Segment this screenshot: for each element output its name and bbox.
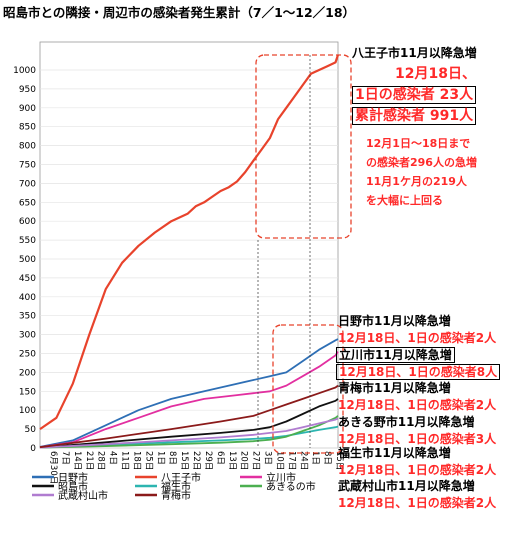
plot-frame	[39, 41, 339, 449]
x-tick-label: 4日	[108, 451, 118, 465]
legend-label: 八王子市	[161, 471, 201, 484]
legend-label: 武蔵村山市	[58, 489, 108, 502]
y-tick-label: 350	[19, 312, 36, 322]
x-tick-label: 10日	[274, 451, 284, 470]
series-line-日野市	[39, 338, 339, 448]
x-tick-label: 21日	[84, 451, 94, 470]
hachioji-date: 12月18日、	[395, 66, 476, 82]
y-tick-label: 600	[19, 217, 36, 227]
x-tick-label: 8日	[167, 451, 177, 465]
legend-label: 日野市	[58, 471, 88, 484]
musashimurayama-detail: 12月18日、1日の感染者2人	[338, 496, 497, 510]
x-tick-label: 27日	[251, 451, 261, 470]
legend-label: あきるの市	[266, 480, 316, 493]
x-tick-label: 8日	[322, 451, 332, 465]
x-tick-label: 25日	[143, 451, 153, 470]
y-tick-label: 400	[19, 293, 36, 303]
x-tick-label: 6月30日	[48, 451, 58, 484]
fussa-detail: 12月18日、1日の感染者2人	[338, 463, 497, 477]
hachioji-cumulative: 累計感染者 991人	[352, 107, 477, 125]
series-line-武蔵村山市	[39, 417, 339, 449]
series-line-昭島市	[39, 398, 339, 449]
chart-title: 昭島市との隣接・周辺市の感染者発生累計（7／1～12／18）	[3, 5, 356, 20]
y-tick-label: 800	[19, 142, 36, 152]
hachioji-note-2: の感染者296人の急増	[366, 156, 477, 169]
akiruno-detail: 12月18日、1日の感染者3人	[338, 432, 497, 446]
series-line-八王子市	[39, 54, 340, 431]
hachioji-note-4: を大幅に上回る	[366, 194, 443, 207]
y-tick-label: 450	[19, 274, 36, 284]
tachikawa-detail: 12月18日、1日の感染者8人	[336, 364, 501, 380]
series-line-青梅市	[39, 384, 339, 449]
hino-detail: 12月18日、1日の感染者2人	[338, 331, 497, 345]
x-tick-label: 3日	[263, 451, 273, 465]
ome-heading: 青梅市11月以降急増	[338, 381, 451, 395]
series-line-福生市	[39, 425, 339, 449]
x-tick-label: 1日	[155, 451, 165, 465]
legend-label: 立川市	[266, 471, 296, 484]
y-tick-label: 150	[19, 387, 36, 397]
y-tick-label: 900	[19, 104, 36, 114]
hino-heading: 日野市11月以降急増	[338, 314, 451, 328]
hachioji-note-3: 11月1ケ月の219人	[366, 175, 467, 188]
x-tick-label: 22日	[191, 451, 201, 470]
y-tick-label: 750	[19, 161, 36, 171]
hachioji-note-1: 12月1日～18日まで	[366, 137, 471, 150]
y-tick-label: 700	[19, 179, 36, 189]
y-tick-label: 200	[19, 368, 36, 378]
y-tick-label: 500	[19, 255, 36, 265]
legend-label: 青梅市	[161, 489, 191, 502]
others-highlight-box	[272, 324, 344, 454]
x-tick-label: 14日	[72, 451, 82, 470]
y-tick-label: 100	[19, 406, 36, 416]
ome-detail: 12月18日、1日の感染者2人	[338, 398, 497, 412]
y-tick-label: 50	[25, 425, 37, 435]
y-tick-label: 550	[19, 236, 36, 246]
x-tick-label: 7日	[60, 451, 70, 465]
x-tick-label: 29日	[203, 451, 213, 470]
y-tick-label: 300	[19, 331, 36, 341]
y-tick-label: 250	[19, 350, 36, 360]
y-tick-label: 950	[19, 85, 36, 95]
x-tick-label: 11日	[120, 451, 130, 470]
x-tick-label: 28日	[96, 451, 106, 470]
hachioji-daily: 1日の感染者 23人	[352, 86, 477, 104]
x-tick-label: 15日	[334, 451, 344, 470]
x-tick-label: 20日	[239, 451, 249, 470]
y-tick-label: 1000	[13, 66, 36, 76]
x-tick-label: 1日	[310, 451, 320, 465]
x-tick-label: 18日	[131, 451, 141, 470]
tachikawa-heading: 立川市11月以降急増	[336, 347, 455, 363]
legend-label: 昭島市	[58, 480, 88, 493]
akiruno-heading: あきる野市11月以降急増	[338, 415, 475, 429]
legend-label: 福生市	[161, 480, 191, 493]
hachioji-heading: 八王子市11月以降急増	[352, 46, 477, 60]
series-line-立川市	[39, 351, 339, 449]
musashimurayama-heading: 武蔵村山市11月以降急増	[338, 479, 475, 493]
x-tick-label: 17日	[286, 451, 296, 470]
fussa-heading: 福生市11月以降急増	[338, 446, 451, 460]
y-tick-label: 650	[19, 198, 36, 208]
y-tick-label: 0	[30, 444, 36, 454]
series-line-あきる野市	[39, 415, 339, 449]
x-tick-label: 6日	[215, 451, 225, 465]
y-tick-label: 850	[19, 123, 36, 133]
x-tick-label: 13日	[227, 451, 237, 470]
x-tick-label: 15日	[179, 451, 189, 470]
x-tick-label: 24日	[298, 451, 308, 470]
